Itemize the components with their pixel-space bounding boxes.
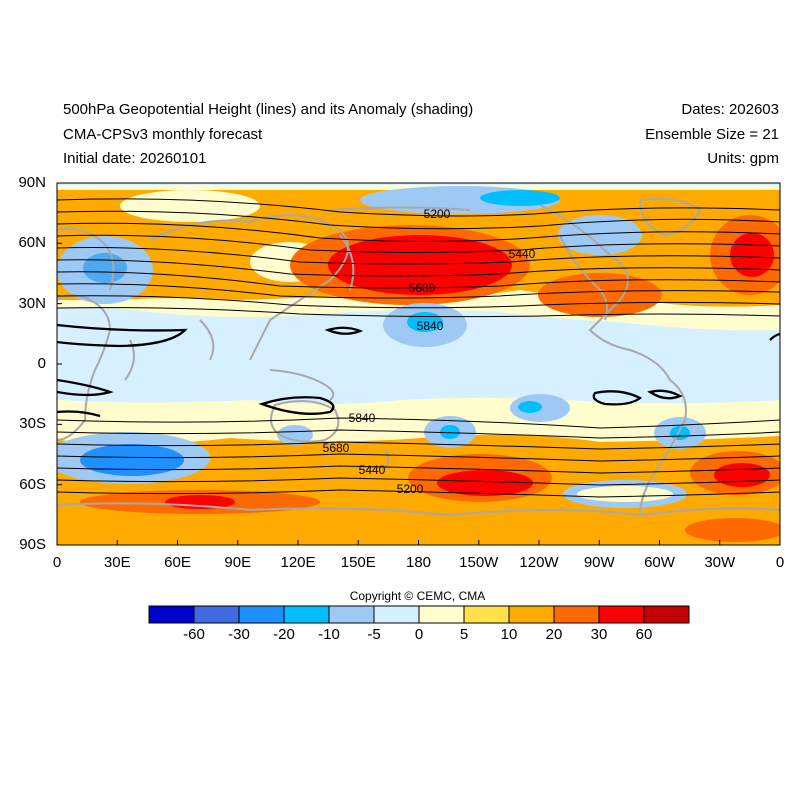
colorbar-label: 60 bbox=[635, 626, 653, 643]
colorbar-swatch bbox=[238, 605, 285, 624]
contour-label: 5200 bbox=[424, 207, 451, 221]
lon-tick-label: 120E bbox=[280, 554, 316, 571]
colorbar-label: 10 bbox=[500, 626, 518, 643]
contour-label: 5680 bbox=[323, 441, 350, 455]
coastlines bbox=[57, 197, 780, 517]
colorbar-swatch bbox=[463, 605, 510, 624]
colorbar-label: -60 bbox=[183, 626, 205, 643]
lon-tick-label: 120W bbox=[519, 554, 559, 571]
lon-tick-label: 0 bbox=[52, 554, 62, 571]
colorbar-swatch bbox=[643, 605, 690, 624]
copyright-text: Copyright © CEMC, CMA bbox=[349, 589, 486, 603]
lon-tick-label: 150W bbox=[459, 554, 499, 571]
lon-tick-label: 150E bbox=[340, 554, 376, 571]
colorbar-swatch bbox=[328, 605, 375, 624]
colorbar-swatch bbox=[373, 605, 420, 624]
colorbar-swatch bbox=[193, 605, 240, 624]
title-units: Units: gpm bbox=[707, 150, 779, 167]
title-variable: 500hPa Geopotential Height (lines) and i… bbox=[63, 101, 474, 118]
lat-tick-label: 0 bbox=[37, 355, 46, 372]
colorbar-label: 20 bbox=[545, 626, 563, 643]
thick-contours bbox=[57, 323, 780, 418]
contour-label: 5680 bbox=[409, 281, 436, 295]
colorbar-label: 30 bbox=[590, 626, 608, 643]
contour-label: 5840 bbox=[349, 411, 376, 425]
colorbar-swatch bbox=[598, 605, 645, 624]
lat-tick-label: 30S bbox=[19, 415, 46, 433]
lon-tick-label: 30W bbox=[704, 554, 736, 571]
colorbar-swatch bbox=[418, 605, 465, 624]
title-initial-date: Initial date: 20260101 bbox=[63, 150, 207, 167]
colorbar-swatch bbox=[283, 605, 330, 624]
lon-tick-label: 90W bbox=[583, 554, 615, 571]
lon-tick-label: 60E bbox=[164, 554, 191, 571]
contour-label: 5840 bbox=[417, 319, 444, 333]
title-dates: Dates: 202603 bbox=[681, 101, 779, 118]
lon-tick-label: 90E bbox=[224, 554, 252, 571]
contour-label: 5440 bbox=[509, 247, 536, 261]
contour-label: 5200 bbox=[397, 482, 424, 496]
contour-labels: 5200 5440 5680 5840 5840 5680 5440 5200 bbox=[323, 207, 536, 496]
lon-tick-label: 0 bbox=[775, 554, 785, 571]
colorbar-swatch bbox=[553, 605, 600, 624]
title-ensemble-size: Ensemble Size = 21 bbox=[645, 126, 779, 143]
lon-tick-label: 30E bbox=[103, 554, 131, 571]
colorbar-label: -30 bbox=[228, 626, 250, 643]
lat-tick-label: 30N bbox=[18, 294, 46, 312]
lat-tick-label: 60N bbox=[18, 234, 46, 252]
lon-tick-label: 180 bbox=[405, 554, 432, 571]
lat-tick-label: 90N bbox=[18, 174, 46, 191]
lat-tick-label: 60S bbox=[19, 475, 46, 493]
height-contours bbox=[57, 198, 780, 498]
colorbar-label: -5 bbox=[367, 626, 381, 643]
lon-tick-label: 60W bbox=[644, 554, 675, 571]
axis-ticks bbox=[56, 182, 781, 546]
title-model: CMA-CPSv3 monthly forecast bbox=[63, 126, 263, 143]
lat-tick-label: 90S bbox=[19, 536, 46, 553]
colorbar-label: 5 bbox=[459, 626, 469, 643]
contour-label: 5440 bbox=[359, 463, 386, 477]
colorbar-swatch bbox=[508, 605, 555, 624]
colorbar-swatch bbox=[148, 605, 195, 624]
colorbar bbox=[148, 605, 690, 624]
colorbar-label: -20 bbox=[273, 626, 295, 643]
colorbar-label: 0 bbox=[414, 626, 424, 643]
colorbar-label: -10 bbox=[318, 626, 340, 643]
